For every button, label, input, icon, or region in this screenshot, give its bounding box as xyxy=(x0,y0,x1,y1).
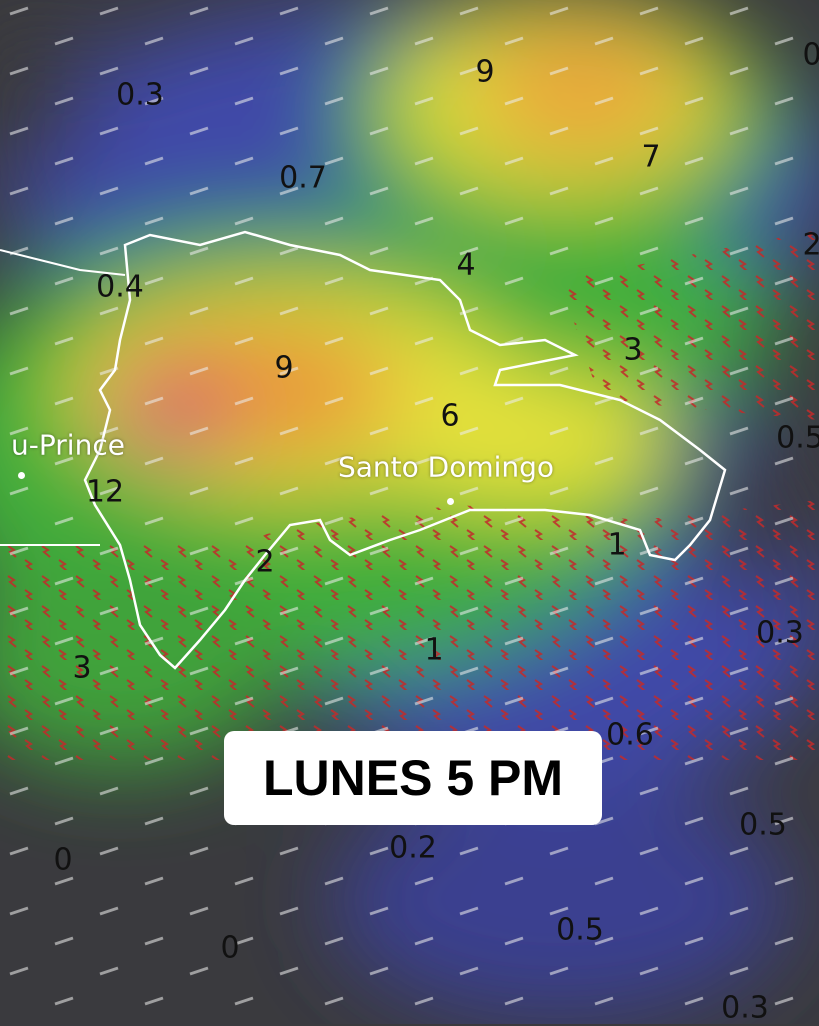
value-label: 9 xyxy=(475,54,495,90)
value-label: 0 xyxy=(53,842,73,878)
value-label: 0.3 xyxy=(756,615,804,651)
value-label: 0.3 xyxy=(721,990,769,1026)
value-label: 0.6 xyxy=(606,717,654,753)
value-label: 0.5 xyxy=(556,912,604,948)
city-label-port-au-prince: u-Prince xyxy=(11,428,125,462)
city-label-santo-domingo: Santo Domingo xyxy=(337,450,555,484)
value-label: 4 xyxy=(456,247,476,283)
time-banner: LUNES 5 PM xyxy=(224,731,602,825)
value-label: 1 xyxy=(607,527,627,563)
city-dot xyxy=(447,498,454,505)
value-label: 1 xyxy=(424,632,444,668)
value-label: 0.3 xyxy=(116,77,164,113)
value-label: 0 xyxy=(220,930,240,966)
coastline xyxy=(0,249,126,276)
value-label: 12 xyxy=(85,474,125,510)
value-label: 0.5 xyxy=(739,807,787,843)
value-label: 9 xyxy=(274,350,294,386)
value-label: 0 xyxy=(802,37,819,73)
value-label: 7 xyxy=(641,139,661,175)
city-dot xyxy=(18,472,25,479)
value-label: 2 xyxy=(802,227,819,263)
value-label: 0.2 xyxy=(389,830,437,866)
value-label: 0.7 xyxy=(279,160,327,196)
value-label: 3 xyxy=(72,650,92,686)
value-label: 2 xyxy=(255,544,275,580)
value-label: 0.4 xyxy=(96,269,144,305)
value-label: 0.5 xyxy=(776,420,819,456)
value-label: 3 xyxy=(623,332,643,368)
island-outline xyxy=(83,230,727,670)
value-label: 6 xyxy=(440,398,460,434)
